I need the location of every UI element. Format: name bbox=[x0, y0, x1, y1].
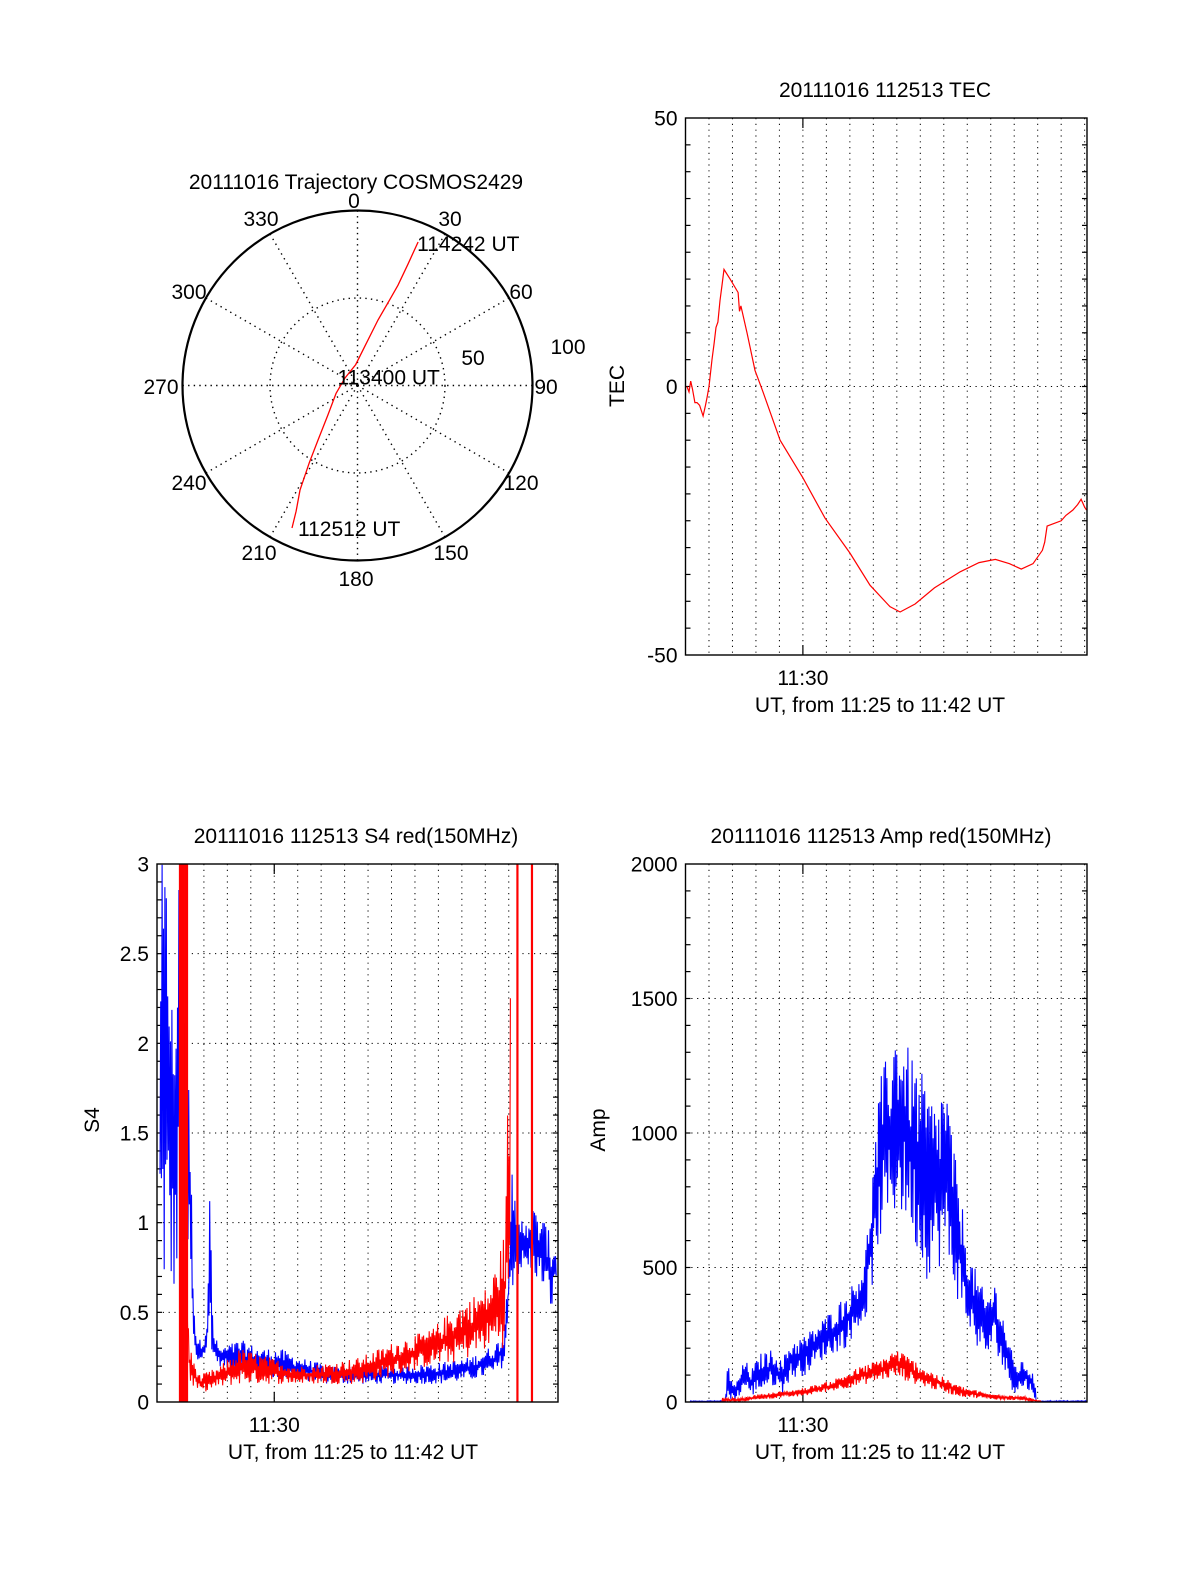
tec-x-tick-label: 11:30 bbox=[777, 667, 828, 690]
amp-ylabel: Amp bbox=[587, 1108, 610, 1151]
s4-ylabel: S4 bbox=[81, 1107, 104, 1133]
polar-trajectory-panel: 20111016 Trajectory COSMOS2429 0 30 60 90 12… bbox=[143, 171, 585, 591]
polar-time-annotation: 114242 UT bbox=[417, 233, 520, 256]
polar-spoke bbox=[357, 297, 510, 387]
polar-title: 20111016 Trajectory COSMOS2429 bbox=[189, 171, 523, 194]
polar-angle-label: 120 bbox=[503, 472, 538, 495]
tec-title: 20111016 112513 TEC bbox=[779, 79, 991, 102]
polar-angle-label: 150 bbox=[433, 542, 468, 565]
amp-plot-area bbox=[689, 1047, 1087, 1402]
polar-angle-label: 30 bbox=[438, 208, 461, 231]
polar-radial-label: 50 bbox=[461, 347, 484, 370]
polar-angle-label: 0 bbox=[348, 190, 360, 213]
s4-y-tick-label: 0 bbox=[137, 1392, 149, 1415]
polar-time-annotation: 113400 UT bbox=[338, 367, 441, 390]
polar-spoke bbox=[357, 384, 510, 474]
s4-x-tick-label: 11:30 bbox=[249, 1414, 300, 1437]
amp-title: 20111016 112513 Amp red(150MHz) bbox=[711, 825, 1052, 848]
tec-y-tick-label: 0 bbox=[666, 376, 678, 399]
polar-radial-label: 100 bbox=[550, 336, 585, 359]
s4-y-tick-label: 3 bbox=[137, 854, 149, 877]
tec-ylabel: TEC bbox=[606, 365, 629, 407]
s4-y-tick-label: 0.5 bbox=[120, 1302, 149, 1325]
polar-angle-label: 330 bbox=[243, 208, 278, 231]
polar-spoke bbox=[205, 384, 358, 474]
polar-angle-label: 270 bbox=[143, 376, 178, 399]
polar-time-annotation: 112512 UT bbox=[298, 518, 401, 541]
tec-panel: 20111016 112513 TEC UT, from 11:25 to 11… bbox=[606, 79, 1088, 717]
polar-inner-ring bbox=[269, 297, 446, 474]
polar-angle-label: 210 bbox=[241, 542, 276, 565]
amp-y-tick-label: 1000 bbox=[631, 1123, 678, 1146]
polar-spoke bbox=[356, 233, 446, 386]
amp-y-tick-label: 500 bbox=[642, 1257, 677, 1280]
s4-series-red-trace bbox=[185, 998, 511, 1392]
tec-axes-frame bbox=[684, 117, 1088, 656]
s4-y-tick-label: 1.5 bbox=[120, 1123, 149, 1146]
polar-angle-label: 90 bbox=[534, 376, 557, 399]
tec-y-tick-label: 50 bbox=[654, 108, 677, 131]
amp-axes-frame bbox=[684, 863, 1088, 1403]
tec-xlabel: UT, from 11:25 to 11:42 UT bbox=[755, 694, 1005, 717]
s4-y-tick-label: 2 bbox=[137, 1033, 149, 1056]
s4-title: 20111016 112513 S4 red(150MHz) bbox=[194, 825, 519, 848]
amp-xlabel: UT, from 11:25 to 11:42 UT bbox=[755, 1441, 1005, 1464]
tec-plot-area bbox=[686, 267, 1087, 613]
amp-panel: 20111016 112513 Amp red(150MHz) UT, from… bbox=[587, 825, 1088, 1464]
polar-spoke bbox=[269, 233, 359, 386]
tec-y-tick-label: -50 bbox=[647, 645, 677, 668]
polar-angle-label: 180 bbox=[338, 568, 373, 591]
polar-angle-label: 240 bbox=[171, 472, 206, 495]
tec-series-red-line bbox=[686, 267, 1087, 613]
polar-outer-ring bbox=[181, 209, 534, 562]
polar-spoke bbox=[205, 297, 358, 387]
amp-x-tick-label: 11:30 bbox=[777, 1414, 828, 1437]
amp-series-blue-trace bbox=[689, 1047, 1087, 1402]
amp-y-tick-label: 0 bbox=[666, 1392, 678, 1415]
polar-angle-label: 60 bbox=[509, 281, 532, 304]
amp-y-tick-label: 1500 bbox=[631, 988, 678, 1011]
amp-series-red-trace bbox=[721, 1351, 1043, 1402]
polar-spoke bbox=[269, 385, 359, 538]
s4-panel: 20111016 112513 S4 red(150MHz) UT, from … bbox=[81, 825, 559, 1464]
s4-xlabel: UT, from 11:25 to 11:42 UT bbox=[228, 1441, 478, 1464]
polar-spoke bbox=[356, 385, 446, 538]
s4-axes-frame bbox=[156, 863, 559, 1403]
s4-y-tick-label: 1 bbox=[137, 1212, 149, 1235]
s4-y-tick-label: 2.5 bbox=[120, 943, 149, 966]
amp-y-tick-label: 2000 bbox=[631, 854, 678, 877]
s4-plot-area bbox=[159, 864, 557, 1402]
polar-trajectory-line bbox=[291, 241, 419, 529]
polar-angle-label: 300 bbox=[171, 281, 206, 304]
